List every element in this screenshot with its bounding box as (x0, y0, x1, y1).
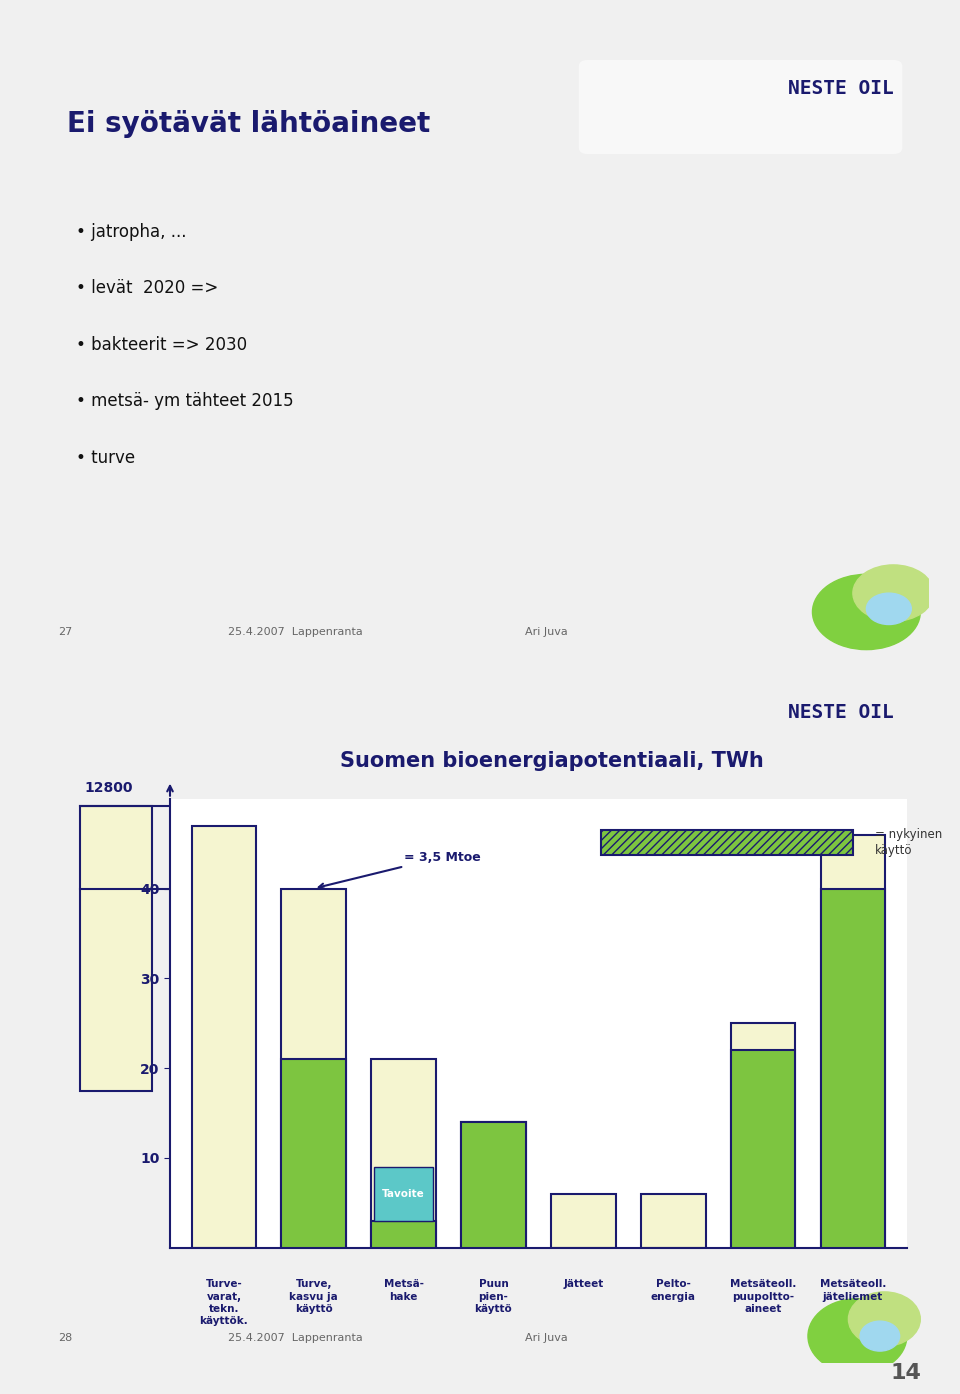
Text: Pelto-
energia: Pelto- energia (651, 1280, 696, 1302)
Circle shape (852, 565, 934, 622)
Text: Tavoite: Tavoite (382, 1189, 425, 1199)
Bar (601, 831, 852, 856)
Text: Ari Juva: Ari Juva (525, 1333, 567, 1342)
Text: Suomen bioenergiapotentiaali, TWh: Suomen bioenergiapotentiaali, TWh (340, 751, 764, 771)
Text: = 1140 Mtoe: = 1140 Mtoe (175, 813, 264, 825)
Text: Turve,
kasvu ja
käyttö: Turve, kasvu ja käyttö (289, 1280, 338, 1315)
Text: Jätteet: Jätteet (564, 1280, 604, 1289)
Text: Ei syötävät lähtöaineet: Ei syötävät lähtöaineet (66, 110, 430, 138)
Bar (641, 1193, 706, 1248)
Circle shape (808, 1299, 907, 1373)
Text: Metsäteoll.
jäteliemet: Metsäteoll. jäteliemet (820, 1280, 886, 1302)
Bar (731, 1050, 796, 1248)
Text: = 3,5 Mtoe: = 3,5 Mtoe (319, 850, 480, 888)
Text: 25.4.2007  Lappenranta: 25.4.2007 Lappenranta (228, 1333, 363, 1342)
Bar (281, 888, 347, 1248)
Text: 27: 27 (58, 627, 72, 637)
Bar (281, 1059, 347, 1248)
Text: = nykyinen
käyttö: = nykyinen käyttö (876, 828, 943, 857)
Text: Turve-
varat,
tekn.
käyttök.: Turve- varat, tekn. käyttök. (200, 1280, 249, 1326)
Bar (374, 1167, 433, 1221)
Text: Metsäteoll.
puupoltto-
aineet: Metsäteoll. puupoltto- aineet (730, 1280, 796, 1315)
Text: • levät  2020 =>: • levät 2020 => (76, 279, 218, 297)
Circle shape (849, 1292, 921, 1347)
Bar (821, 835, 885, 1248)
Text: Ari Juva: Ari Juva (525, 627, 567, 637)
Circle shape (812, 574, 921, 650)
Text: • metsä- ym tähteet 2015: • metsä- ym tähteet 2015 (76, 393, 293, 410)
Bar (372, 1221, 436, 1248)
Bar (461, 1122, 526, 1248)
Text: 14: 14 (891, 1363, 922, 1383)
Text: 12800: 12800 (84, 781, 133, 796)
Bar (731, 1023, 796, 1248)
Text: Puun
pien-
käyttö: Puun pien- käyttö (474, 1280, 513, 1315)
Bar (80, 806, 152, 1092)
Text: NESTE OIL: NESTE OIL (787, 78, 894, 98)
Text: NESTE OIL: NESTE OIL (787, 704, 894, 722)
Bar (461, 1122, 526, 1248)
Circle shape (866, 592, 911, 625)
Text: 28: 28 (58, 1333, 72, 1342)
Text: Metsä-
hake: Metsä- hake (384, 1280, 423, 1302)
Bar (281, 1059, 347, 1248)
Text: 25.4.2007  Lappenranta: 25.4.2007 Lappenranta (228, 627, 363, 637)
Bar (821, 888, 885, 1248)
Bar (731, 1050, 796, 1248)
Text: • jatropha, ...: • jatropha, ... (76, 223, 186, 241)
Bar (821, 888, 885, 1248)
Bar (192, 825, 256, 1248)
Text: Lähde: Vapo: Lähde: Vapo (585, 806, 662, 818)
Text: • turve: • turve (76, 449, 134, 467)
Circle shape (860, 1322, 900, 1351)
Bar (372, 1221, 436, 1248)
Bar (372, 1059, 436, 1248)
Text: • bakteerit => 2030: • bakteerit => 2030 (76, 336, 247, 354)
Bar (461, 1122, 526, 1248)
FancyBboxPatch shape (579, 60, 902, 155)
Bar (551, 1193, 615, 1248)
